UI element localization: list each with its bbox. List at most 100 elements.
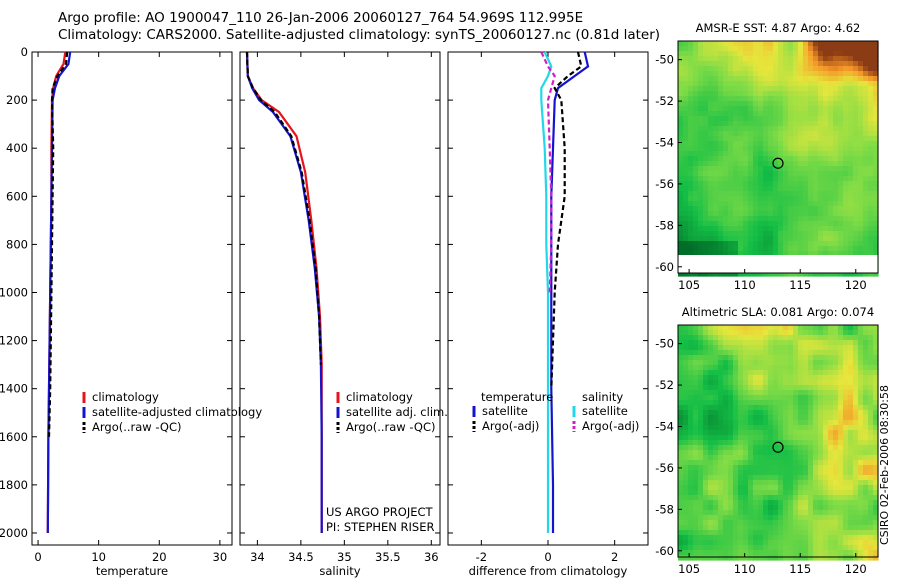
sla-map-cell <box>788 405 794 411</box>
sla-map-cell <box>718 455 724 461</box>
sla-map-cell <box>733 435 739 441</box>
sla-map-cell <box>723 430 729 436</box>
sst-map-cell <box>848 131 854 137</box>
sla-map-cell <box>738 365 744 371</box>
sla-map-cell <box>773 360 779 366</box>
sst-map-cell <box>763 176 769 182</box>
sla-map-cell <box>863 335 869 341</box>
sla-map-cell <box>813 415 819 421</box>
sst-map-cell <box>808 236 814 242</box>
sst-map-cell <box>728 51 734 57</box>
sst-map-cell <box>763 81 769 87</box>
sla-map-cell <box>678 535 684 541</box>
sla-map-cell <box>753 545 759 551</box>
sst-map-cell <box>743 61 749 67</box>
sla-map-cell <box>783 405 789 411</box>
sla-map-cell <box>778 520 784 526</box>
sla-map-cell <box>858 330 864 336</box>
sst-map-cell <box>798 251 804 257</box>
sst-map-cell <box>778 101 784 107</box>
sla-map-cell <box>758 545 764 551</box>
sla-map-cell <box>693 335 699 341</box>
sla-map-cell <box>698 435 704 441</box>
sla-map-cell <box>773 390 779 396</box>
sst-map-cell <box>688 246 694 252</box>
sla-map-cell <box>838 430 844 436</box>
sst-map-cell <box>688 241 694 247</box>
sst-map-cell <box>783 216 789 222</box>
sla-map-cell <box>838 500 844 506</box>
sst-map-cell <box>748 46 754 52</box>
sst-map-cell <box>773 126 779 132</box>
sst-map-cell <box>723 46 729 52</box>
sla-map-cell <box>758 365 764 371</box>
sst-map-cell <box>818 56 824 62</box>
sla-map-cell <box>833 415 839 421</box>
sst-map-cell <box>843 101 849 107</box>
sla-map-cell <box>763 495 769 501</box>
sla-map-cell <box>733 390 739 396</box>
sst-map-cell <box>873 131 879 137</box>
sst-map-cell <box>693 251 699 257</box>
sla-map-cell <box>728 445 734 451</box>
sla-map-cell <box>763 350 769 356</box>
sla-map-cell <box>833 450 839 456</box>
sst-map-cell <box>853 111 859 117</box>
sla-map-cell <box>748 545 754 551</box>
sst-map-cell <box>833 111 839 117</box>
sla-map-cell <box>818 340 824 346</box>
sst-map-cell <box>778 186 784 192</box>
sla-map-cell <box>778 325 784 331</box>
sla-map-cell <box>838 380 844 386</box>
project-annotation: US ARGO PROJECT <box>326 505 434 519</box>
sst-map-cell <box>753 116 759 122</box>
sla-map-cell <box>733 530 739 536</box>
sst-map-cell <box>778 211 784 217</box>
sst-map-cell <box>853 91 859 97</box>
sla-map-cell <box>828 500 834 506</box>
sst-map-cell <box>763 236 769 242</box>
sla-map-cell <box>743 360 749 366</box>
sst-map-cell <box>793 186 799 192</box>
sla-map-cell <box>733 430 739 436</box>
sst-map-cell <box>803 196 809 202</box>
sla-map-cell <box>753 390 759 396</box>
sla-map-cell <box>803 490 809 496</box>
sst-map-cell <box>853 116 859 122</box>
sla-map-cell <box>758 375 764 381</box>
sla-map-cell <box>688 555 694 561</box>
sst-map-cell <box>833 176 839 182</box>
sla-map-cell <box>768 450 774 456</box>
sst-map-cell <box>748 141 754 147</box>
sla-map-cell <box>683 460 689 466</box>
sst-map-cell <box>713 71 719 77</box>
sst-map-cell <box>713 246 719 252</box>
sst-map-cell <box>808 231 814 237</box>
sst-map-cell <box>728 191 734 197</box>
sst-map-cell <box>813 216 819 222</box>
sla-map-cell <box>733 395 739 401</box>
sla-map-cell <box>723 515 729 521</box>
sla-map-cell <box>818 495 824 501</box>
sla-map-cell <box>848 390 854 396</box>
sst-map-cell <box>708 196 714 202</box>
sst-map-cell <box>688 196 694 202</box>
sst-map-cell <box>778 56 784 62</box>
sst-map-cell <box>838 126 844 132</box>
sla-map-cell <box>748 495 754 501</box>
sst-map-cell <box>728 96 734 102</box>
sst-map-cell <box>708 46 714 52</box>
sst-map-cell <box>828 96 834 102</box>
sst-map-cell <box>793 96 799 102</box>
sst-map-cell <box>818 206 824 212</box>
sst-map-cell <box>848 156 854 162</box>
sla-map-cell <box>828 535 834 541</box>
sst-map-cell <box>723 166 729 172</box>
sla-map-cell <box>778 525 784 531</box>
sla-map-cell <box>688 365 694 371</box>
sla-map-cell <box>838 545 844 551</box>
sla-map-cell <box>808 440 814 446</box>
sst-map-cell <box>693 166 699 172</box>
sla-map-cell <box>708 380 714 386</box>
sla-map-cell <box>718 425 724 431</box>
